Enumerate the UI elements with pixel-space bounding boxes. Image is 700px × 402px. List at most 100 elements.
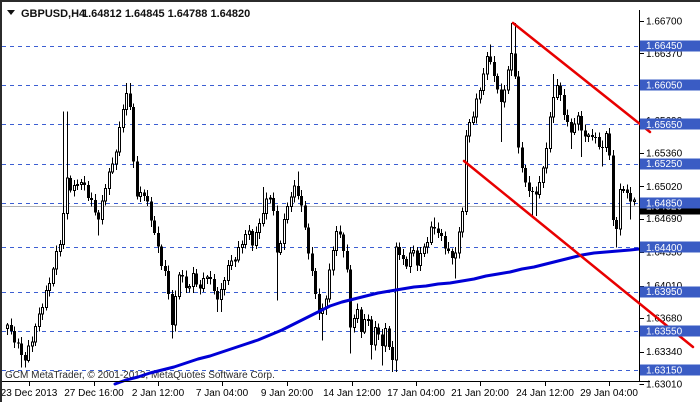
candle-body-bear — [559, 85, 562, 95]
candle-body-bear — [370, 319, 373, 345]
candle-body-bear — [398, 246, 401, 256]
candle-body-bear — [314, 270, 317, 295]
candle — [262, 187, 265, 227]
candle-body-bear — [496, 75, 499, 90]
candle-body-bear — [612, 155, 615, 221]
candle-body-bull — [244, 234, 247, 246]
candle — [188, 283, 191, 293]
candle-body-bull — [55, 251, 58, 270]
candle — [402, 248, 405, 265]
candle — [314, 268, 317, 299]
candle — [346, 244, 349, 273]
candle-body-bear — [580, 116, 583, 131]
candle — [447, 242, 450, 254]
candle — [524, 165, 527, 188]
candle-body-bear — [517, 76, 520, 148]
candle-body-bear — [146, 196, 149, 202]
candle — [535, 186, 538, 216]
candle — [360, 306, 363, 338]
time-axis-label: 2 Jan 12:00 — [132, 388, 185, 399]
candles — [6, 22, 636, 373]
candle-body-bull — [265, 198, 268, 215]
candle-body-bull — [192, 272, 195, 288]
price-tags: 1.648201.664501.660501.656501.652501.648… — [640, 40, 700, 377]
candle — [185, 270, 188, 294]
candle-body-bull — [290, 196, 293, 208]
candle-body-bear — [143, 192, 146, 197]
candle — [216, 287, 219, 313]
candle — [384, 322, 387, 353]
candle — [52, 266, 55, 287]
candle — [437, 222, 440, 238]
candle-body-bear — [181, 275, 184, 277]
candle — [31, 336, 34, 353]
level-price-tag-label: 1.63950 — [646, 287, 683, 298]
candle — [108, 167, 111, 195]
candle-body-bear — [608, 133, 611, 156]
candle-body-bear — [405, 258, 408, 267]
moving-average — [113, 247, 641, 386]
candle — [300, 189, 303, 213]
candle — [388, 326, 391, 350]
candle-body-bull — [633, 199, 636, 203]
candle — [458, 226, 461, 259]
candle — [269, 195, 272, 204]
candle-body-bear — [433, 227, 436, 229]
candle-body-bull — [6, 324, 9, 330]
candle-body-bull — [108, 171, 111, 190]
candle-body-bear — [195, 273, 198, 285]
candle — [381, 329, 384, 366]
candle-body-bear — [276, 211, 279, 253]
candle — [150, 197, 153, 227]
level-price-tag — [640, 325, 700, 337]
candle-body-bull — [395, 246, 398, 361]
candle-body-bull — [76, 184, 79, 187]
candle-body-bear — [514, 53, 517, 77]
candle — [615, 216, 618, 248]
candle-body-bear — [521, 147, 524, 169]
candle — [90, 192, 93, 207]
candle — [517, 70, 520, 154]
candle-body-bear — [524, 168, 527, 183]
candle — [325, 295, 328, 316]
candle-body-bear — [591, 135, 594, 137]
price-axis-label: 1.64350 — [646, 248, 683, 259]
candle — [426, 236, 429, 254]
candle — [461, 207, 464, 238]
candle-body-bull — [549, 116, 552, 150]
candle — [139, 186, 142, 203]
candle — [552, 74, 555, 124]
candle-body-bull — [62, 212, 65, 246]
time-axis-label: 14 Jan 12:00 — [323, 388, 381, 399]
price-axis-label: 1.65020 — [646, 182, 683, 193]
candle-body-bull — [605, 133, 608, 148]
candle-body-bear — [87, 184, 90, 198]
candle — [80, 178, 83, 190]
candle — [24, 352, 27, 368]
candle-body-bull — [507, 69, 510, 91]
candle-body-bull — [363, 319, 366, 333]
candle — [412, 245, 415, 257]
time-axis-label: 21 Jan 20:00 — [451, 388, 509, 399]
candle-body-bear — [377, 327, 380, 335]
candle — [468, 119, 471, 143]
candle — [594, 132, 597, 144]
candle — [293, 179, 296, 203]
level-price-tag — [640, 40, 700, 52]
candle-body-bull — [486, 55, 489, 75]
candle — [297, 171, 300, 200]
candle — [38, 307, 41, 332]
candle-body-bear — [440, 233, 443, 237]
candle-body-bear — [535, 191, 538, 195]
candle — [479, 87, 482, 104]
price-axis-label: 1.63340 — [646, 347, 683, 358]
candle — [220, 283, 223, 313]
candle-body-bear — [150, 201, 153, 221]
candle-body-bear — [528, 182, 531, 191]
time-axis-label: 27 Dec 16:00 — [64, 388, 124, 399]
candle — [405, 256, 408, 269]
candle-body-bull — [283, 219, 286, 245]
candle — [328, 263, 331, 303]
candle-body-bear — [83, 182, 86, 185]
